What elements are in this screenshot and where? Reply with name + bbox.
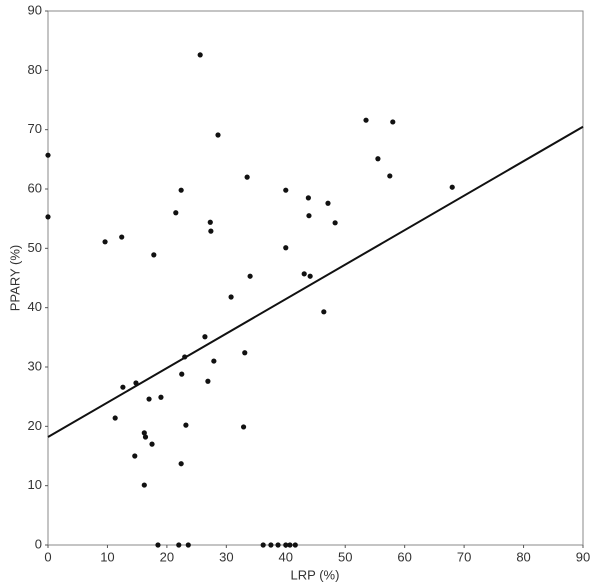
point [120, 384, 126, 390]
x-tick-label: 10 [100, 549, 114, 564]
point [119, 234, 125, 240]
point [141, 430, 147, 436]
point [247, 273, 253, 279]
point [149, 441, 155, 447]
point [287, 542, 293, 548]
point [306, 213, 312, 219]
y-tick-label: 80 [28, 62, 42, 77]
point [45, 214, 51, 220]
point [179, 371, 185, 377]
point [207, 219, 213, 225]
x-tick-label: 40 [279, 549, 293, 564]
x-tick-label: 0 [44, 549, 51, 564]
y-tick-label: 90 [28, 2, 42, 17]
y-tick-label: 40 [28, 299, 42, 314]
point [112, 415, 118, 421]
y-tick-label: 10 [28, 477, 42, 492]
point [185, 542, 191, 548]
point [228, 294, 234, 300]
point [449, 184, 455, 190]
point [178, 461, 184, 467]
y-tick-label: 70 [28, 121, 42, 136]
point [305, 195, 311, 201]
point [158, 394, 164, 400]
point [390, 119, 396, 125]
point [178, 187, 184, 193]
point [197, 52, 203, 58]
y-tick-label: 60 [28, 180, 42, 195]
x-tick-label: 20 [160, 549, 174, 564]
y-tick-label: 20 [28, 418, 42, 433]
point [283, 187, 289, 193]
point [387, 173, 393, 179]
x-tick-label: 50 [338, 549, 352, 564]
point [321, 309, 327, 315]
point [211, 358, 217, 364]
point [182, 354, 188, 360]
point [244, 174, 250, 180]
point [151, 252, 157, 258]
point [260, 542, 266, 548]
point [307, 273, 313, 279]
plot-frame [47, 10, 584, 546]
point [176, 542, 182, 548]
point [202, 334, 208, 340]
y-tick-label: 50 [28, 240, 42, 255]
x-axis-label: LRP (%) [291, 567, 340, 582]
point [375, 156, 381, 162]
x-tick-label: 80 [516, 549, 530, 564]
x-tick-label: 90 [576, 549, 590, 564]
point [325, 200, 331, 206]
x-tick-label: 60 [397, 549, 411, 564]
point [102, 239, 108, 245]
point [363, 117, 369, 123]
point [45, 152, 51, 158]
point [332, 220, 338, 226]
point [133, 380, 139, 386]
point [155, 542, 161, 548]
fit-line [47, 125, 584, 438]
point [146, 396, 152, 402]
point [215, 132, 221, 138]
x-tick-label: 70 [457, 549, 471, 564]
point [142, 434, 149, 440]
point [240, 424, 247, 430]
point [292, 542, 298, 548]
point [132, 453, 138, 459]
point [283, 245, 289, 251]
point [141, 482, 147, 488]
point [242, 350, 248, 356]
point [183, 422, 189, 428]
y-axis-label: PPARY (%) [7, 245, 22, 311]
point [275, 542, 281, 548]
y-tick-label: 30 [28, 358, 42, 373]
point [208, 228, 214, 234]
point [268, 542, 274, 548]
x-tick-label: 30 [219, 549, 233, 564]
point [301, 271, 307, 277]
point [205, 378, 211, 384]
y-tick-label: 0 [35, 536, 42, 551]
point [173, 210, 179, 216]
point [283, 542, 289, 548]
